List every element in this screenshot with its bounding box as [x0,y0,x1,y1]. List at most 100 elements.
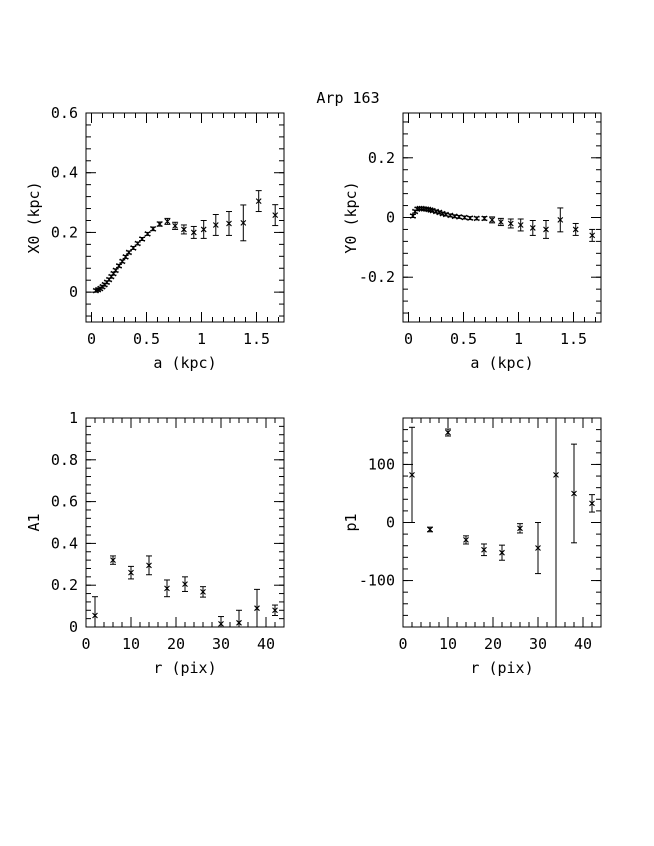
data-point [553,418,559,627]
point-marker [535,545,541,551]
point-marker [481,546,487,553]
y-tick-label: 100 [368,455,395,473]
data-point [473,215,480,222]
data-point [226,211,232,236]
x-tick-label: 40 [257,635,275,653]
point-marker [164,218,171,225]
data-point [517,523,523,534]
data-point [122,254,129,260]
point-marker [445,429,451,436]
x-tick-label: 20 [484,635,502,653]
chart-panels: 0 0.5 1 1.5 0 0.2 0.4 0.6 a (kpc) X0 (kpc) 0 0.5 1 1.… [25,104,602,677]
point-marker [116,262,122,269]
x-axis-label: r (pix) [153,659,216,677]
data-point [255,190,262,213]
point-marker [119,258,126,265]
point-marker [144,231,151,237]
data-point [557,207,564,233]
x-tick-label: 30 [212,635,230,653]
point-marker [128,569,134,576]
point-marker [150,225,156,232]
data-point [439,210,446,217]
data-point [164,579,170,598]
y-tick-label: 0 [69,618,78,636]
y-axis-label: A1 [25,513,43,531]
data-layer [92,190,279,294]
y-axis-label: p1 [342,513,360,531]
point-marker [443,211,449,218]
point-marker [481,215,488,222]
data-point [543,219,549,239]
x-axis-label: r (pix) [470,659,533,677]
y-axis-label: X0 (kpc) [25,181,43,253]
data-point [119,258,126,265]
data-point [572,222,579,236]
y-tick-label: 1 [69,409,78,427]
x-tick-label: 1 [197,330,206,348]
point-marker [172,222,178,229]
point-marker [447,212,454,219]
data-point [481,215,488,222]
y-tick-label: 0.2 [368,149,395,167]
point-marker [254,605,260,612]
point-marker [122,254,129,260]
data-point [254,588,260,627]
point-marker [110,557,116,564]
point-marker [543,226,549,233]
y-tick-label: 0.2 [51,223,78,241]
data-point [144,231,151,237]
point-marker [139,236,145,242]
point-marker [236,619,242,626]
plot-frame [402,112,602,323]
data-point [92,596,98,627]
y-tick-label: -100 [359,572,395,590]
point-marker [429,207,436,214]
point-marker [164,585,170,592]
data-point [150,225,157,232]
point-marker [517,525,523,532]
point-marker [226,220,232,227]
point-marker [200,588,206,595]
data-point [481,543,487,557]
data-point [128,565,134,580]
y-tick-label: 0 [69,283,78,301]
y-tick-label: 0.6 [51,493,78,511]
data-point [200,586,206,598]
chart-top-left: 0 0.5 1 1.5 0 0.2 0.4 0.6 a (kpc) X0 (kpc) [25,104,285,372]
data-point [139,236,146,242]
point-marker [272,212,279,218]
data-point [517,218,524,232]
data-point [212,214,219,236]
data-point [456,214,463,220]
data-point [461,214,468,221]
point-marker [529,225,536,231]
y-tick-label: 0.8 [51,451,78,469]
point-marker [439,210,446,217]
point-marker [461,214,468,221]
point-marker [240,219,247,226]
point-marker [182,581,188,588]
data-point [497,217,504,227]
data-point [489,216,496,224]
point-marker [498,219,504,225]
y-tick-label: -0.2 [359,268,395,286]
x-tick-label: 1.5 [560,330,587,348]
point-marker [126,249,132,256]
point-marker [589,232,596,239]
x-tick-label: 0 [398,635,407,653]
point-marker [572,226,579,233]
plot-frame [402,417,602,628]
data-layer [409,205,596,242]
point-marker [433,208,439,215]
chart-bottom-left: 0 10 20 30 40 0 0.2 0.4 0.6 0.8 1 r (pix) A1 [25,409,285,677]
data-point [125,249,132,256]
x-tick-label: 0.5 [450,330,477,348]
point-marker [272,607,278,614]
data-point [134,240,141,247]
point-marker [507,220,514,227]
point-marker [409,472,415,478]
data-point [499,544,505,561]
data-point [409,426,415,523]
y-tick-label: 0.4 [51,534,78,552]
